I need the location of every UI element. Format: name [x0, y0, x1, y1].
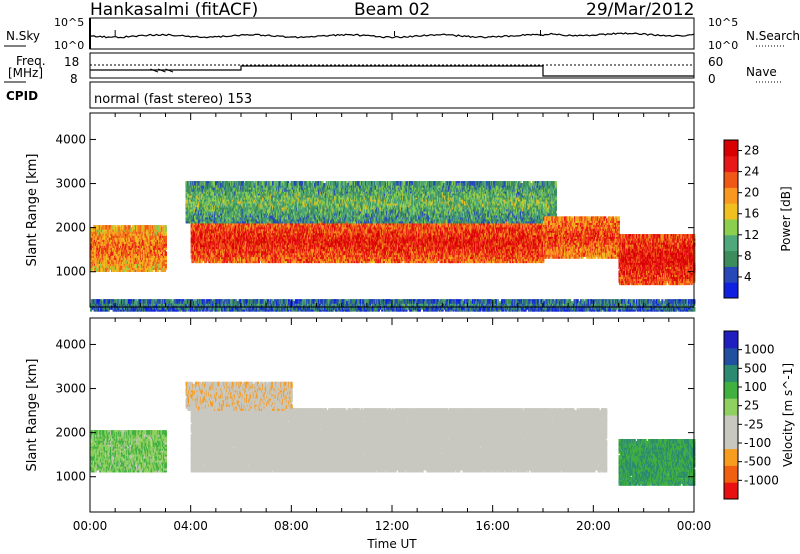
velocity-y-axis-label: Slant Range [km]	[25, 359, 40, 472]
velocity-echo-region	[90, 430, 167, 472]
velocity-echo-region	[191, 408, 608, 472]
power-y-tick-label: 3000	[55, 177, 86, 191]
power-echo-region	[191, 221, 545, 263]
velocity-colorbar-segment	[724, 331, 738, 348]
power-colorbar-segment	[724, 203, 738, 219]
power-colorbar-segment	[724, 156, 738, 172]
velocity-y-tick-label: 2000	[55, 426, 86, 440]
power-colorbar-label: Power [dB]	[779, 186, 793, 251]
nave-tick-top: 60	[708, 56, 723, 69]
power-colorbar-segment	[724, 219, 738, 235]
velocity-y-tick-label: 4000	[55, 337, 86, 351]
velocity-plot-area	[90, 382, 695, 486]
power-colorbar-tick-label: 28	[744, 144, 759, 158]
power-plot-area	[90, 181, 695, 312]
velocity-colorbar-tick-label: -100	[744, 436, 771, 450]
date-title: 29/Mar/2012	[586, 0, 694, 20]
power-echo-region	[543, 216, 620, 258]
velocity-colorbar-segment	[724, 348, 738, 365]
power-colorbar-segment	[724, 235, 738, 251]
velocity-colorbar-segment	[724, 381, 738, 398]
freq-tick-top: 18	[64, 56, 79, 69]
power-y-tick-label: 4000	[55, 132, 86, 146]
summary-plot: 1000200030004000Slant Range [km]48121620…	[0, 0, 800, 554]
velocity-colorbar-segment	[724, 415, 738, 432]
x-tick-label: 20:00	[576, 519, 611, 533]
power-colorbar-tick-label: 4	[744, 270, 752, 284]
velocity-echo-region	[186, 382, 293, 411]
velocity-echo-region	[619, 439, 696, 486]
velocity-colorbar-tick-label: -25	[744, 417, 764, 431]
velocity-colorbar-segment	[724, 482, 738, 499]
x-tick-label: 00:00	[73, 519, 108, 533]
freq-unit-label: [MHz]	[8, 67, 43, 80]
nsearch-tick-top: 10^5	[708, 16, 738, 29]
velocity-colorbar-label: Velocity [m s^-1]	[781, 363, 795, 467]
velocity-colorbar-segment	[724, 365, 738, 382]
velocity-y-tick-label: 1000	[55, 470, 86, 484]
nsky-tick-bottom: 10^0	[54, 39, 84, 52]
power-colorbar-tick-label: 12	[744, 228, 759, 242]
power-colorbar-tick-label: 16	[744, 207, 759, 221]
power-echo-region	[90, 225, 167, 272]
power-echo-region	[186, 181, 557, 223]
velocity-colorbar-segment	[724, 465, 738, 482]
x-tick-label: 04:00	[173, 519, 208, 533]
cpid-label: CPID	[6, 90, 38, 103]
power-colorbar-tick-label: 8	[744, 249, 752, 263]
velocity-y-tick-label: 3000	[55, 382, 86, 396]
power-colorbar-tick-label: 24	[744, 165, 759, 179]
x-tick-label: 16:00	[475, 519, 510, 533]
power-colorbar-segment	[724, 266, 738, 282]
velocity-colorbar-segment	[724, 449, 738, 466]
x-tick-label: 12:00	[375, 519, 410, 533]
velocity-colorbar-tick-label: 25	[744, 399, 759, 413]
nsearch-tick-bottom: 10^0	[708, 39, 738, 52]
velocity-colorbar-tick-label: -500	[744, 455, 771, 469]
cpid-text: normal (fast stereo) 153	[94, 92, 252, 107]
power-y-tick-label: 2000	[55, 221, 86, 235]
power-colorbar-segment	[724, 172, 738, 188]
beam-title: Beam 02	[354, 0, 430, 20]
nsky-tick-top: 10^5	[54, 16, 84, 29]
nave-label: Nave	[746, 66, 777, 79]
nsky-trace	[90, 33, 694, 38]
x-tick-label: 00:00	[677, 519, 712, 533]
power-echo-region	[619, 234, 696, 285]
power-colorbar-segment	[724, 187, 738, 203]
velocity-colorbar-tick-label: 100	[744, 380, 767, 394]
power-echo-region	[90, 299, 695, 311]
power-y-tick-label: 1000	[55, 265, 86, 279]
x-axis-label: Time UT	[366, 537, 417, 551]
nsky-label: N.Sky	[6, 30, 40, 43]
power-colorbar-segment	[724, 282, 738, 298]
power-colorbar-tick-label: 20	[744, 186, 759, 200]
velocity-colorbar-segment	[724, 432, 738, 449]
nave-tick-bottom: 0	[708, 73, 716, 86]
velocity-colorbar-segment	[724, 398, 738, 415]
freq-trace	[90, 66, 694, 76]
velocity-colorbar-tick-label: 1000	[744, 343, 775, 357]
x-tick-label: 08:00	[274, 519, 309, 533]
station-title: Hankasalmi (fitACF)	[90, 0, 258, 20]
power-colorbar-segment	[724, 251, 738, 267]
velocity-colorbar-tick-label: 500	[744, 361, 767, 375]
nsearch-label: N.Search	[746, 30, 800, 43]
velocity-colorbar-tick-label: -1000	[744, 473, 779, 487]
power-colorbar-segment	[724, 140, 738, 156]
freq-tick-bottom: 8	[70, 73, 78, 86]
power-y-axis-label: Slant Range [km]	[25, 154, 40, 267]
